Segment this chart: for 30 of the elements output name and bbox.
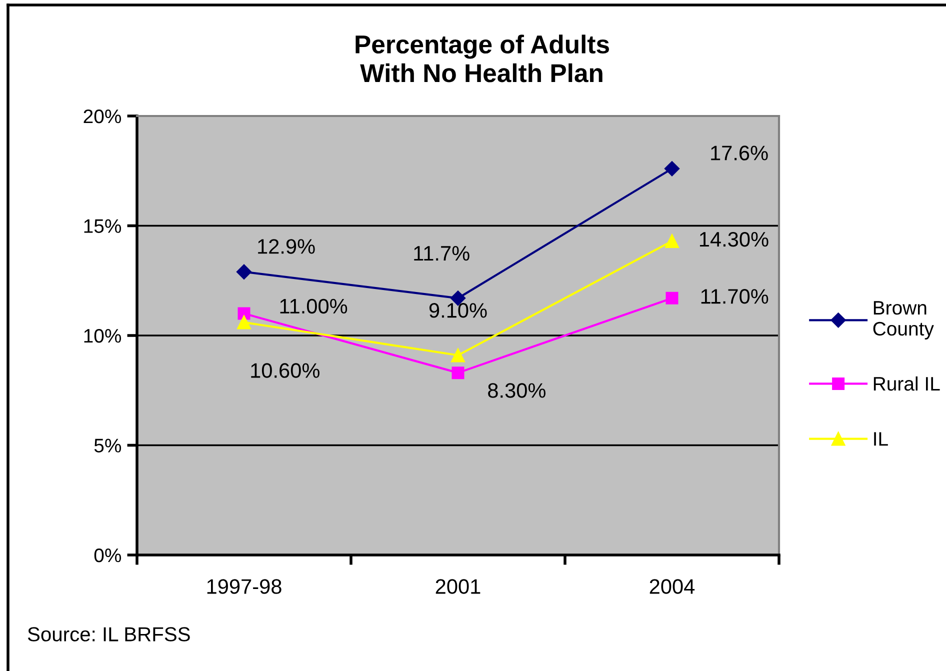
data-label: 12.9% [258, 239, 315, 254]
y-tick-label: 10% [84, 328, 122, 343]
legend-label: Brown County [873, 301, 934, 340]
y-tick-label: 5% [94, 438, 122, 452]
data-label: 8.30% [488, 383, 546, 398]
point [236, 264, 252, 280]
y-tick-label: 20% [84, 109, 122, 124]
point [238, 307, 250, 320]
data-label: 11.00% [280, 298, 348, 314]
data-label: 11.7% [414, 246, 470, 261]
data-label: 14.30% [700, 232, 768, 247]
point [452, 366, 464, 380]
data-label: 10.60% [251, 363, 320, 378]
y-tick-label: 15% [84, 219, 122, 233]
point [665, 234, 679, 248]
source-note: Source: IL BRFSS [28, 627, 190, 642]
chart-title: Percentage of Adults With No Health Plan [356, 34, 609, 82]
data-label: 17.6% [711, 146, 768, 160]
data-label: 9.10% [429, 303, 487, 318]
y-tick-label: 0% [94, 548, 122, 562]
point [451, 348, 465, 362]
data-label: 11.70% [701, 289, 768, 304]
x-tick-label: 2004 [650, 579, 695, 594]
point [237, 315, 251, 330]
legend-label: Rural IL [874, 376, 940, 391]
point [666, 292, 678, 304]
point [664, 161, 680, 176]
x-tick-label: 2001 [436, 579, 480, 594]
legend-label: IL [874, 432, 888, 446]
x-tick-label: 1997-98 [207, 579, 282, 594]
